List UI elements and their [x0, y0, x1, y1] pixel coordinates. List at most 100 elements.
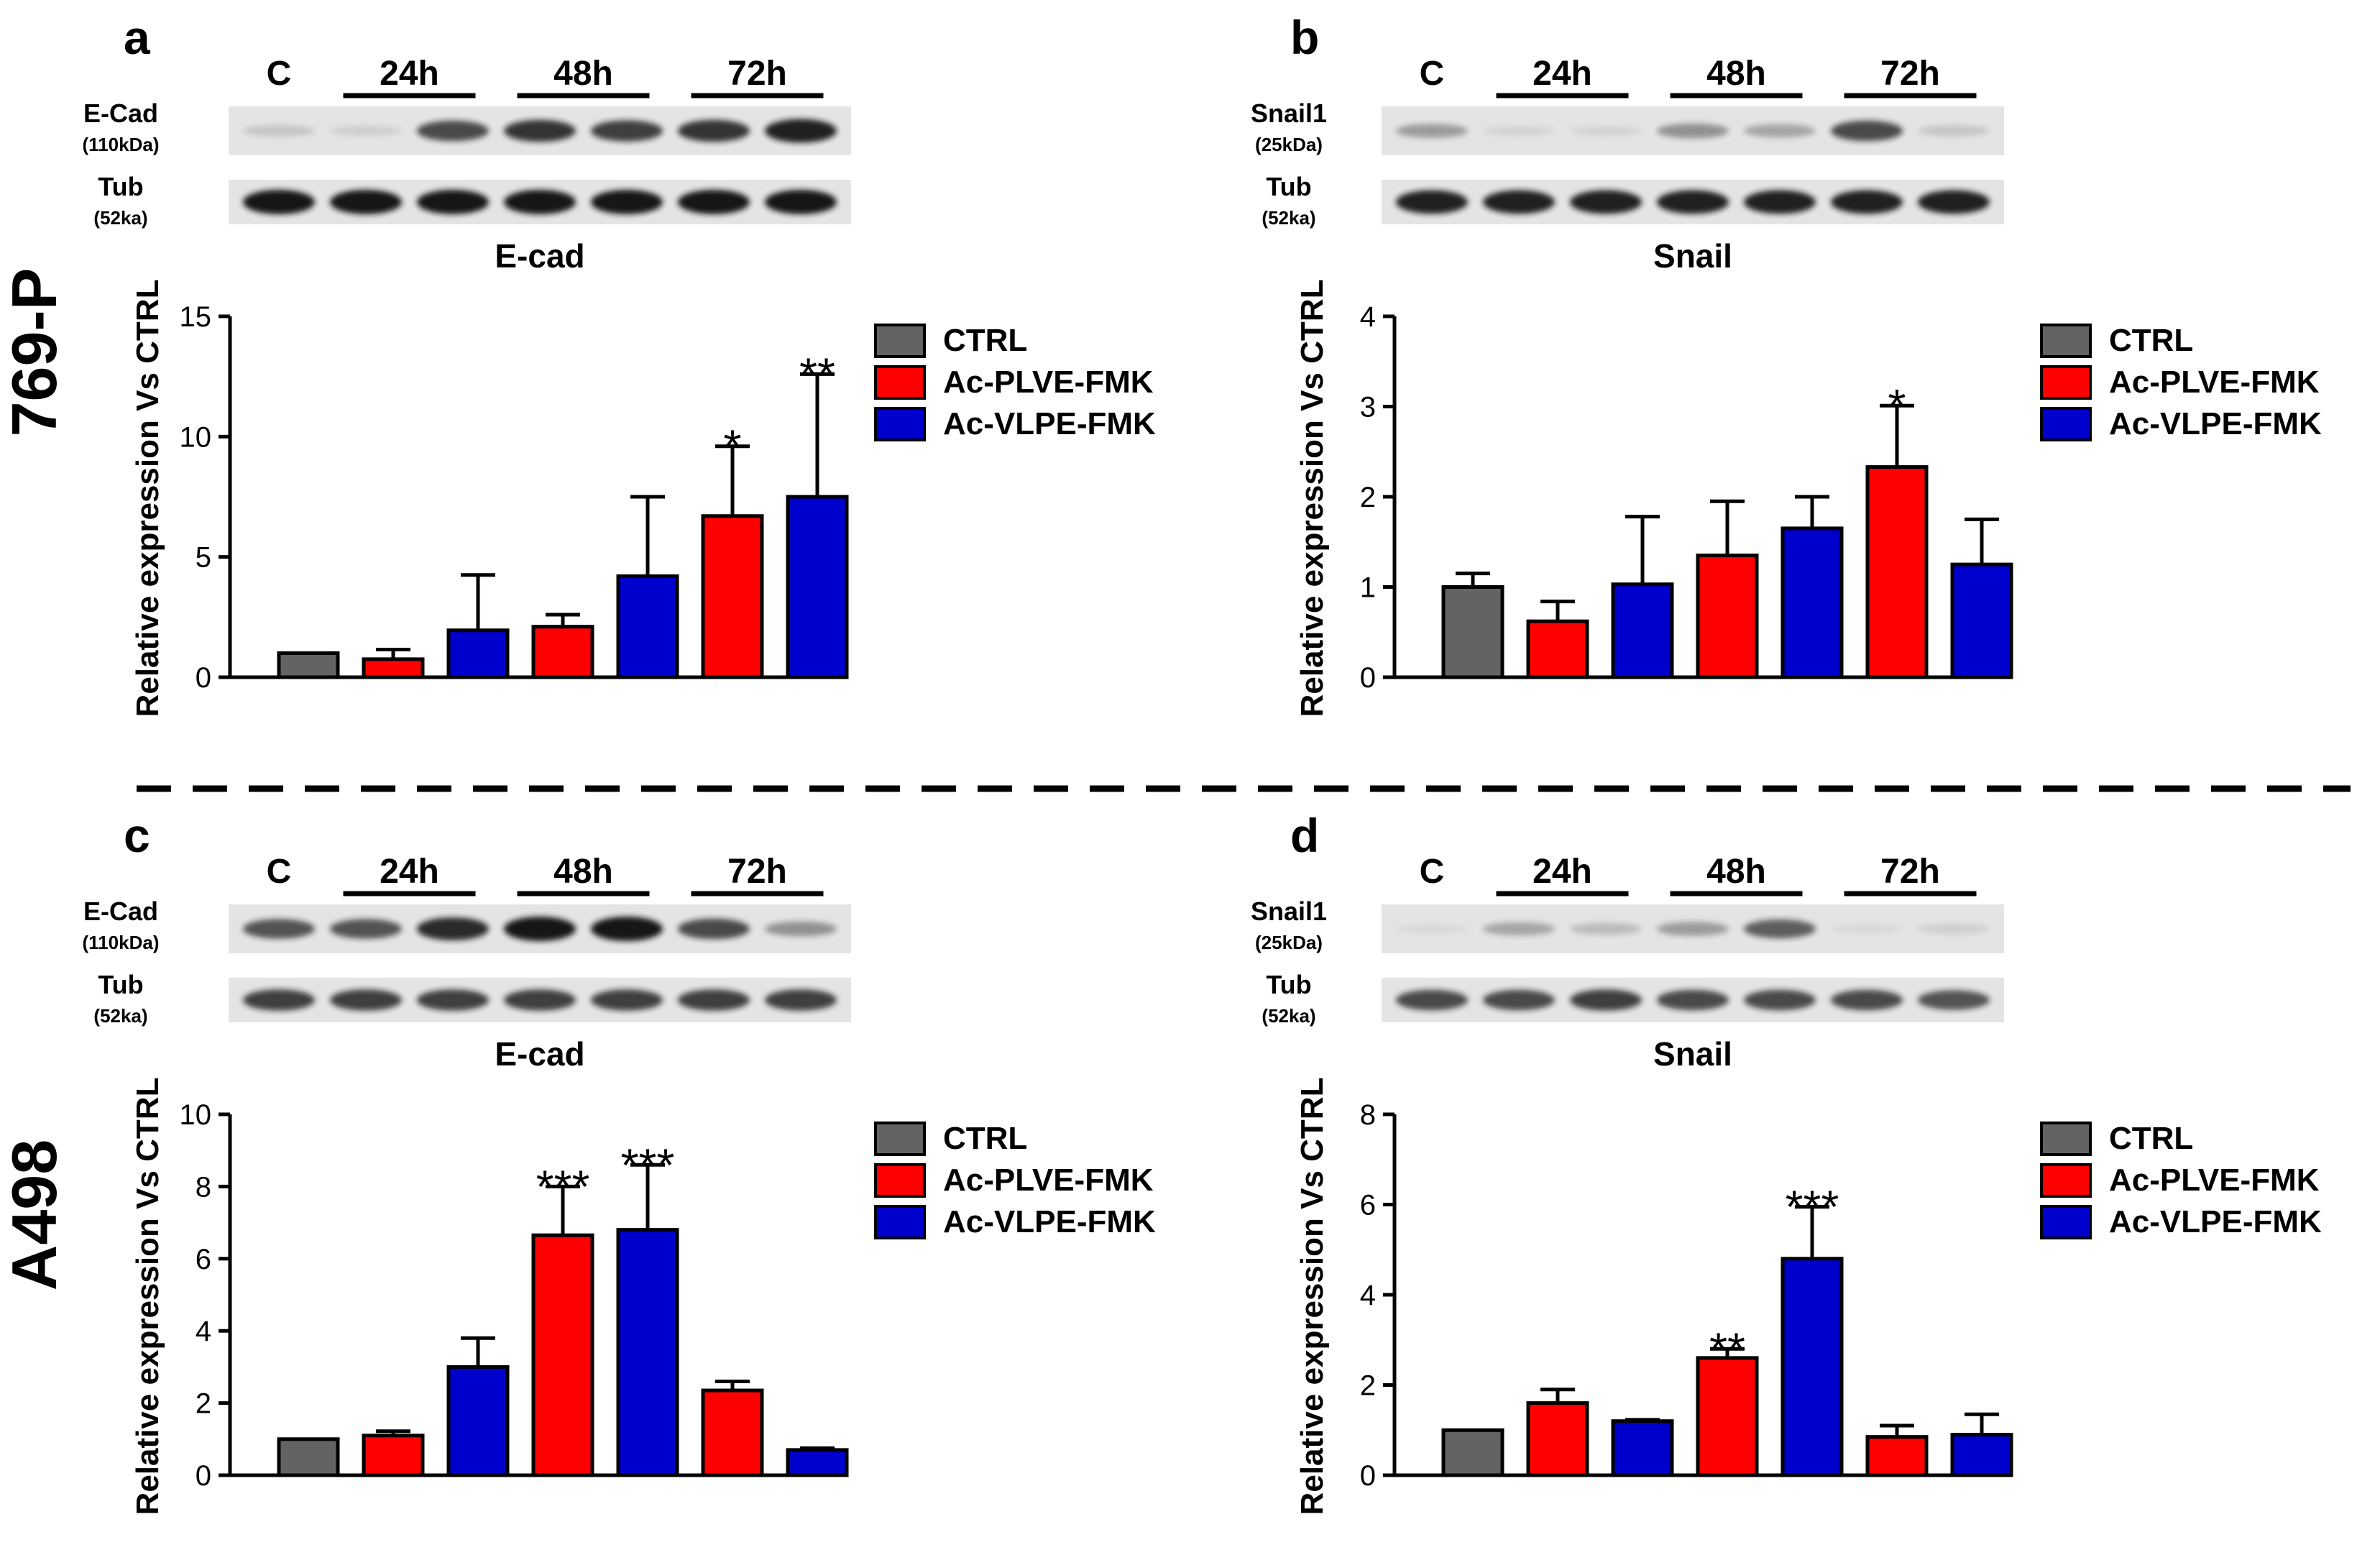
bar — [277, 651, 340, 679]
y-tick-label: 3 — [1360, 392, 1376, 423]
blot-band — [504, 119, 576, 142]
blot-band — [1831, 989, 1903, 1011]
blot-band — [1657, 989, 1729, 1011]
significance-marker: * — [1888, 380, 1906, 431]
y-tick-label: 8 — [196, 1171, 211, 1203]
blot-band — [1570, 126, 1642, 136]
bar — [1950, 562, 2013, 679]
blot-band — [243, 919, 315, 939]
blot-band — [765, 989, 837, 1011]
y-tick-label: 0 — [1360, 662, 1376, 694]
blot-band — [1657, 123, 1729, 139]
legend-label: Ac-VLPE-FMK — [943, 406, 1156, 441]
blot-band — [1396, 190, 1468, 214]
y-tick-label: 15 — [180, 301, 212, 333]
blot-band — [1570, 989, 1642, 1011]
y-tick-label: 10 — [180, 1099, 212, 1131]
y-tick-label: 2 — [1360, 1370, 1376, 1402]
y-axis-label: Relative expression Vs CTRL — [1295, 280, 1330, 717]
blot-band — [1918, 125, 1990, 137]
blot-band — [1744, 919, 1816, 939]
blot-protein-label: E-Cad — [83, 98, 158, 128]
panel-a: a C 24h 48h 72h E-Cad (110kDa) Tub (52ka) E-cad Re… — [83, 11, 1156, 717]
panel-letter: a — [124, 11, 151, 64]
chart-title: Snail — [1653, 1035, 1732, 1073]
blot-band — [330, 919, 402, 939]
blot-band — [504, 190, 576, 214]
bar — [786, 1448, 849, 1477]
significance-marker: ** — [799, 348, 835, 400]
y-tick-label: 2 — [1360, 482, 1376, 513]
row-label-a498: A498 — [0, 1139, 70, 1290]
blot-band — [417, 917, 489, 940]
chart-title: Snail — [1653, 237, 1732, 275]
timepoint-label: 24h — [380, 853, 439, 891]
bar — [1781, 1257, 1844, 1477]
legend-swatch — [2040, 407, 2092, 441]
blot-protein-label: E-Cad — [83, 896, 158, 926]
bar — [701, 1388, 764, 1477]
blot-band — [1396, 989, 1468, 1011]
blot-mw-label: (52ka) — [93, 1005, 147, 1027]
lane-label-control: C — [1420, 853, 1445, 891]
panel-d: d C 24h 48h 72h Snail1 (25kDa) Tub (52ka) Snail Re… — [1251, 809, 2322, 1515]
blot-band — [243, 190, 315, 214]
timepoint-label: 24h — [1533, 853, 1592, 891]
bar — [1865, 1435, 1929, 1477]
chart-title: E-cad — [495, 1035, 584, 1073]
legend-label: Ac-PLVE-FMK — [943, 364, 1154, 400]
bar — [1696, 1356, 1759, 1477]
legend-swatch — [2040, 1205, 2092, 1239]
blot-protein-label: Tub — [98, 172, 143, 201]
bar — [1526, 1401, 1589, 1477]
blot-band — [1483, 190, 1555, 214]
blot-band — [1831, 190, 1903, 214]
blot-band — [504, 989, 576, 1011]
blot-band — [1657, 922, 1729, 936]
timepoint-label: 72h — [727, 853, 787, 891]
y-axis-label: Relative expression Vs CTRL — [1295, 1078, 1330, 1515]
blot-band — [1918, 990, 1990, 1010]
lane-label-control: C — [1420, 55, 1445, 93]
legend-label: Ac-PLVE-FMK — [2109, 1162, 2320, 1198]
y-tick-label: 8 — [1360, 1099, 1376, 1131]
blot-band — [1483, 922, 1555, 936]
legend-label: CTRL — [2109, 1121, 2193, 1156]
blot-band — [330, 125, 402, 137]
y-tick-label: 4 — [196, 1316, 211, 1347]
y-tick-label: 6 — [1360, 1190, 1376, 1221]
blot-band — [1570, 922, 1642, 935]
blot-band — [1744, 989, 1816, 1011]
bar — [531, 1233, 594, 1477]
legend-label: CTRL — [2109, 323, 2193, 358]
legend-swatch — [2040, 324, 2092, 358]
y-tick-label: 4 — [1360, 1280, 1376, 1311]
bar — [1526, 619, 1589, 679]
bar — [446, 1365, 510, 1477]
legend-swatch — [874, 365, 926, 400]
blot-band — [417, 190, 489, 214]
y-tick-label: 0 — [196, 662, 211, 694]
legend-label: CTRL — [943, 1121, 1027, 1156]
blot-band — [330, 989, 402, 1011]
blot-protein-label: Tub — [1266, 970, 1311, 999]
blot-mw-label: (52ka) — [93, 207, 147, 229]
bar — [362, 657, 425, 679]
y-tick-label: 6 — [196, 1244, 211, 1275]
blot-band — [1744, 124, 1816, 138]
blot-protein-label: Snail1 — [1251, 896, 1327, 926]
blot-mw-label: (52ka) — [1262, 1005, 1315, 1027]
blot-protein-label: Snail1 — [1251, 98, 1327, 128]
blot-band — [1831, 120, 1903, 142]
bar — [362, 1434, 425, 1477]
significance-marker: *** — [1786, 1181, 1839, 1233]
timepoint-label: 72h — [727, 55, 787, 93]
timepoint-label: 24h — [380, 55, 439, 93]
legend-swatch — [2040, 1122, 2092, 1156]
y-tick-label: 0 — [1360, 1460, 1376, 1492]
bar — [1441, 585, 1504, 679]
timepoint-label: 48h — [553, 853, 613, 891]
blot-band — [765, 190, 837, 214]
blot-protein-label: Tub — [98, 970, 143, 999]
